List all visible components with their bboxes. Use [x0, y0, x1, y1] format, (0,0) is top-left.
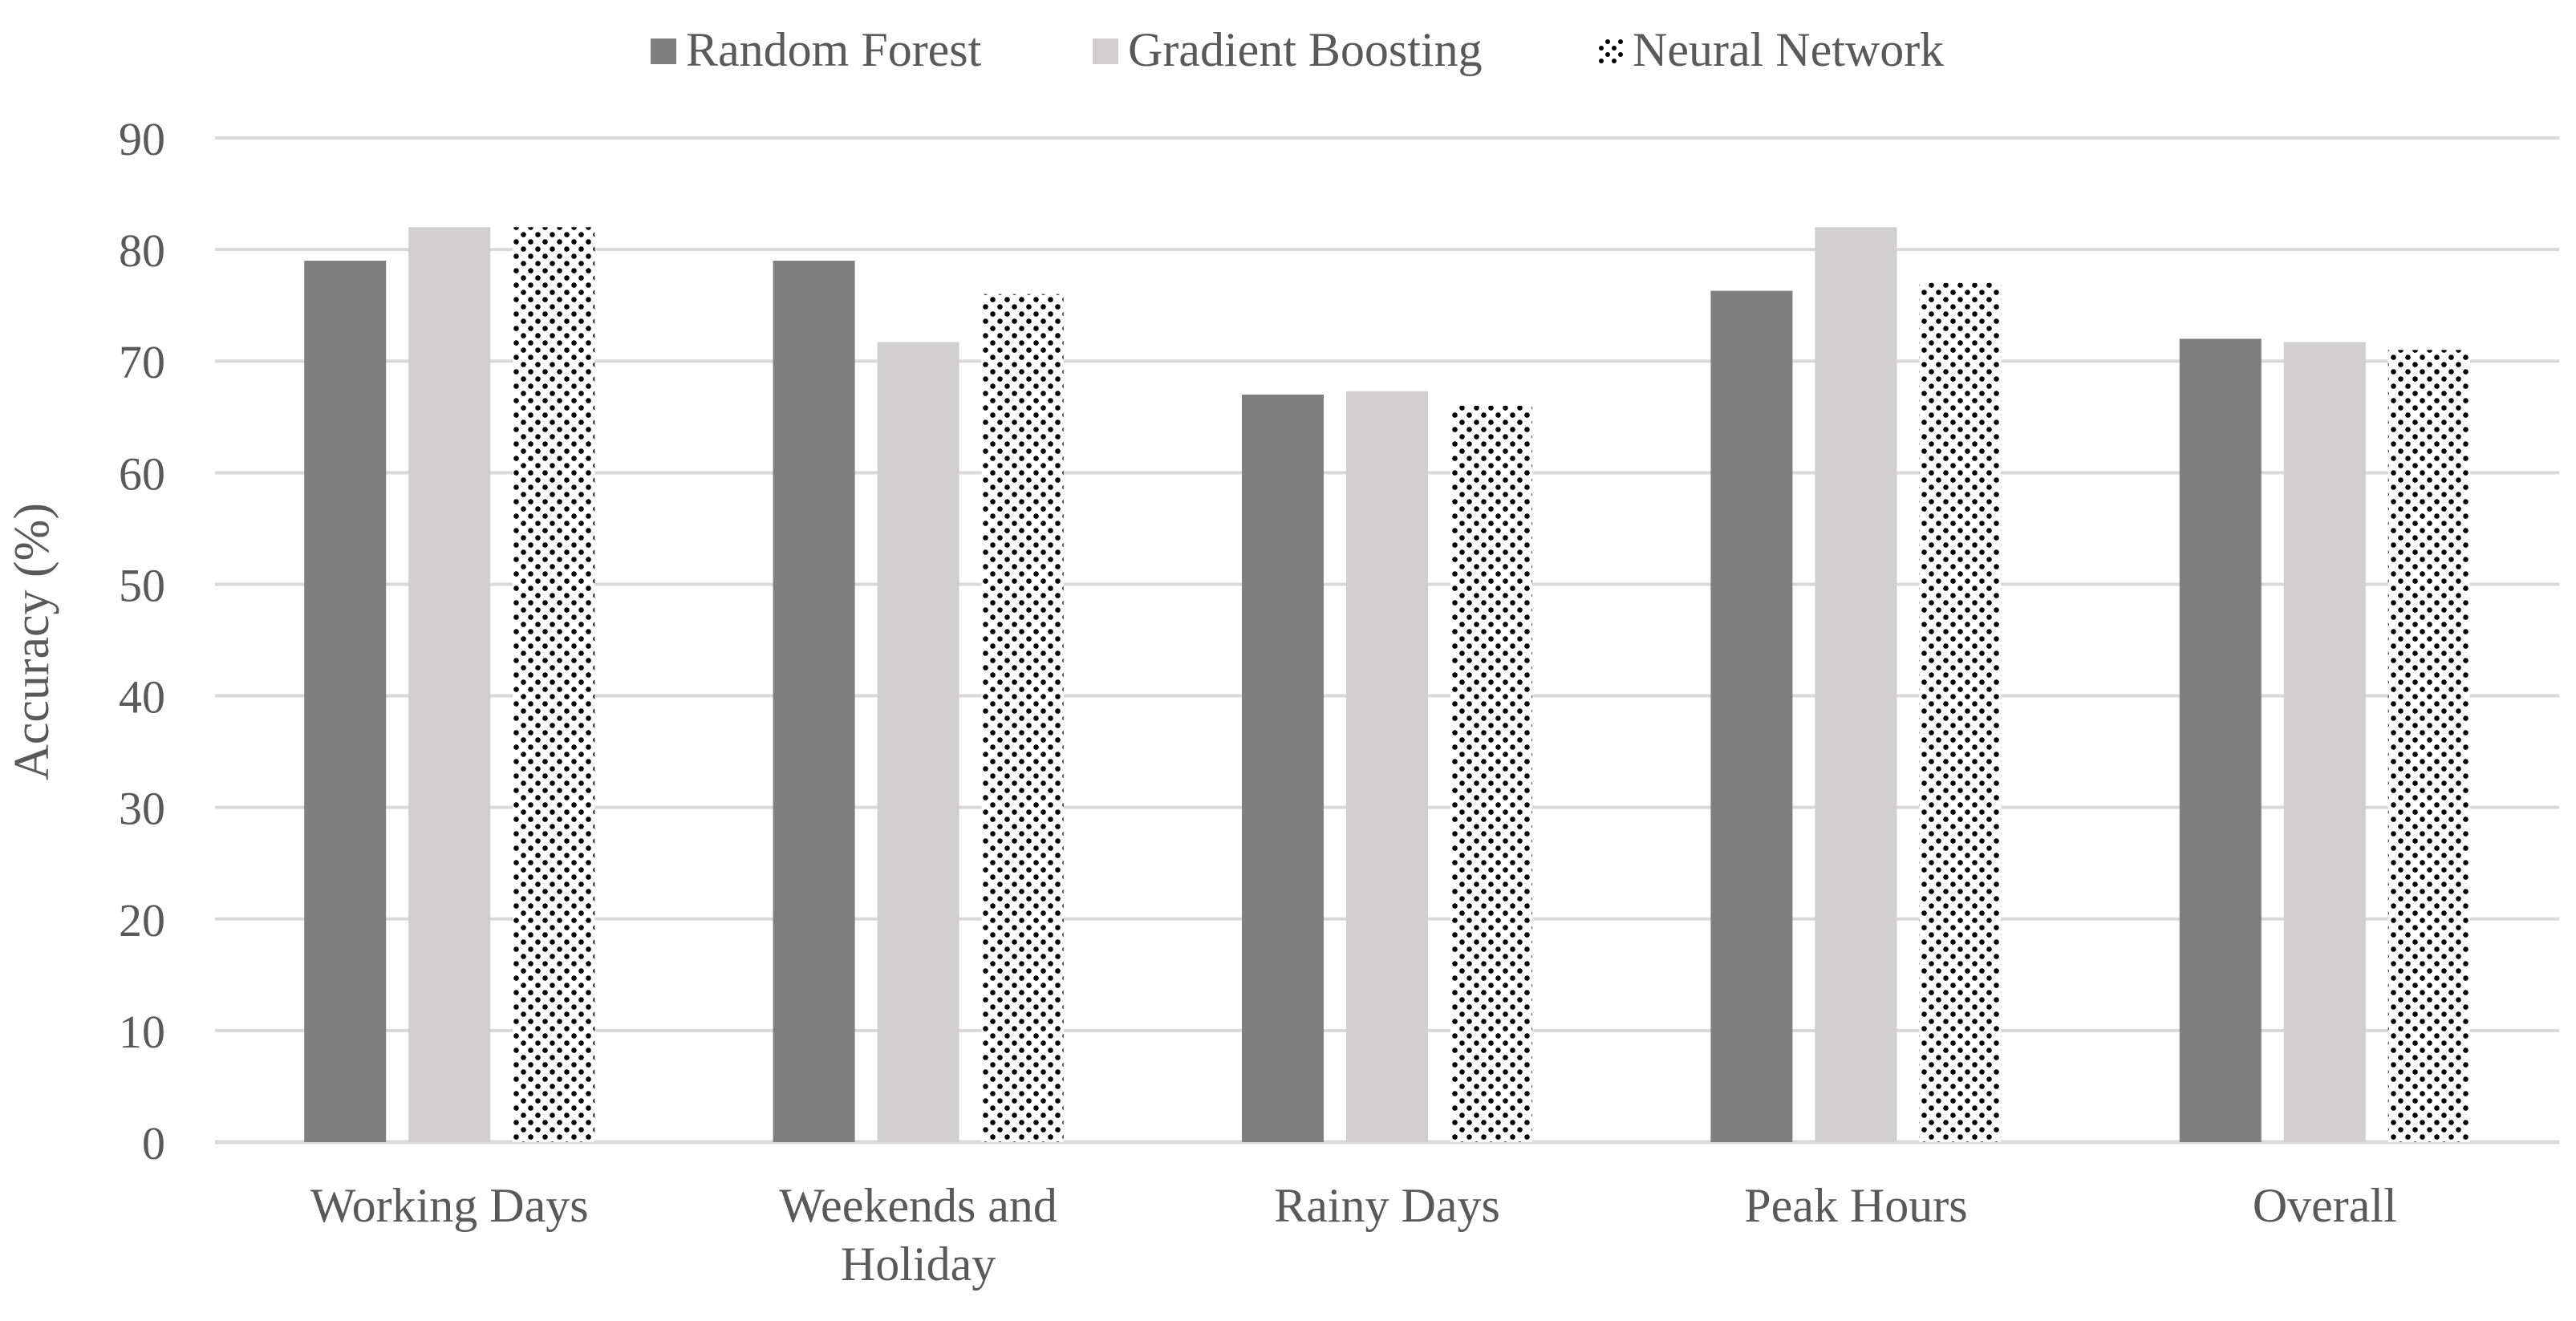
x-tick-label-line: Working Days	[310, 1179, 589, 1232]
bar-neural-network	[2387, 350, 2470, 1142]
y-tick-label: 50	[119, 559, 165, 611]
bar-gradient-boosting	[2283, 342, 2366, 1142]
legend: Random Forest Gradient Boosting Neural Net…	[651, 23, 1944, 76]
x-tick-label: Overall	[2253, 1179, 2397, 1232]
y-axis-tick-labels: 0 10 20 30 40 50 60 70 80 90	[119, 113, 165, 1169]
x-tick-label-line: Holiday	[841, 1238, 996, 1291]
x-axis-tick-labels: Working Days Weekends and Holiday Rainy Day…	[310, 1179, 2397, 1291]
bar-gradient-boosting	[408, 227, 491, 1143]
x-tick-label-line: Overall	[2253, 1179, 2397, 1232]
legend-label-gradient-boosting: Gradient Boosting	[1128, 23, 1483, 76]
y-tick-label: 30	[119, 783, 165, 835]
y-tick-label: 40	[119, 671, 165, 723]
bar-gradient-boosting	[1815, 227, 1897, 1143]
legend-label-random-forest: Random Forest	[686, 23, 982, 76]
x-tick-label: Peak Hours	[1744, 1179, 1967, 1232]
bar-gradient-boosting	[1346, 391, 1428, 1142]
y-tick-label: 0	[142, 1117, 165, 1169]
bar-random-forest	[304, 261, 387, 1142]
y-tick-label: 80	[119, 225, 165, 277]
y-axis-label: Accuracy (%)	[5, 503, 59, 780]
legend-swatch-neural-network	[1597, 38, 1623, 64]
bar-random-forest	[1242, 394, 1324, 1142]
y-tick-label: 90	[119, 113, 165, 165]
y-tick-label: 70	[119, 336, 165, 388]
bar-gradient-boosting	[877, 342, 959, 1142]
bar-random-forest	[773, 261, 855, 1142]
bar-neural-network	[1450, 405, 1532, 1142]
bar-neural-network	[1919, 282, 2002, 1142]
bar-random-forest	[1710, 290, 1793, 1142]
legend-swatch-random-forest	[651, 38, 676, 64]
bar-random-forest	[2179, 338, 2262, 1142]
bars	[304, 227, 2470, 1143]
x-tick-label: Working Days	[310, 1179, 589, 1232]
y-tick-label: 10	[119, 1006, 165, 1058]
x-tick-label-line: Weekends and	[779, 1179, 1057, 1232]
x-tick-label-line: Peak Hours	[1744, 1179, 1967, 1232]
bar-neural-network	[981, 294, 1064, 1142]
x-tick-label: Weekends and Holiday	[779, 1179, 1057, 1291]
legend-label-neural-network: Neural Network	[1633, 23, 1944, 76]
legend-swatch-gradient-boosting	[1093, 38, 1118, 64]
y-tick-label: 20	[119, 894, 165, 946]
x-tick-label-line: Rainy Days	[1274, 1179, 1500, 1232]
x-tick-label: Rainy Days	[1274, 1179, 1500, 1232]
y-tick-label: 60	[119, 448, 165, 500]
bar-neural-network	[513, 227, 595, 1143]
